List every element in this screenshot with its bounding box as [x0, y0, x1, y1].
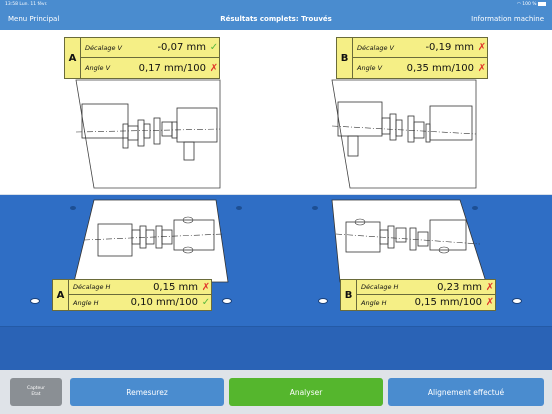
horizontal-offset-value: 0,15 mm: [153, 281, 198, 293]
vertical-angle-value: 0,17 mm/100: [138, 62, 206, 74]
cross-icon: ✗: [201, 281, 211, 293]
cross-icon: ✗: [477, 42, 487, 53]
horizontal-angle-label: Angle H: [361, 298, 387, 307]
cross-icon: ✗: [209, 62, 219, 74]
vertical-result-a: A Décalage V -0,07 mm ✓ Angle V 0,17 mm/…: [64, 37, 220, 79]
vertical-angle-row-a: Angle V 0,17 mm/100 ✗: [81, 58, 219, 78]
check-icon: ✓: [201, 297, 211, 308]
machine-info-link[interactable]: Information machine: [471, 15, 544, 23]
status-battery: ◠ 100 %: [517, 0, 546, 9]
cross-icon: ✗: [485, 281, 495, 293]
plate-hole: [30, 298, 40, 304]
horizontal-angle-row-a: Angle H 0,10 mm/100 ✓: [69, 295, 211, 310]
page-title: Résultats complets: Trouvés: [220, 15, 332, 23]
coupling-tag-b: B: [341, 280, 357, 310]
battery-icon: [538, 1, 546, 6]
nav-bar: Menu Principal Résultats complets: Trouv…: [0, 9, 552, 30]
bottom-toolbar: Capteur Etat Remesurez Analyser Aligneme…: [0, 370, 552, 414]
horizontal-drawing-a: [73, 199, 229, 283]
plate-hole: [472, 206, 478, 210]
horizontal-result-b: B Décalage H 0,23 mm ✗ Angle H 0,15 mm/1…: [340, 279, 496, 311]
sensor-status-label-1: Capteur: [27, 386, 45, 391]
cross-icon: ✗: [485, 297, 495, 308]
horizontal-offset-row-b: Décalage H 0,23 mm ✗: [357, 280, 495, 295]
wifi-icon: ◠: [516, 2, 523, 7]
horizontal-offset-label: Décalage H: [73, 283, 111, 291]
alignment-done-button[interactable]: Alignement effectué: [388, 378, 544, 406]
horizontal-drawing-b: [331, 199, 487, 283]
battery-percent: 100 %: [522, 2, 537, 7]
status-time: 13:58 Lun. 11 févr.: [5, 2, 48, 7]
plate-hole: [312, 206, 318, 210]
vertical-drawing-b: [331, 79, 477, 189]
vertical-angle-label: Angle V: [85, 64, 111, 72]
vertical-offset-row-b: Décalage V -0,19 mm ✗: [353, 38, 487, 58]
main-menu-link[interactable]: Menu Principal: [8, 15, 60, 23]
horizontal-angle-value: 0,15 mm/100: [414, 297, 482, 308]
vertical-offset-value: -0,07 mm: [157, 42, 206, 53]
vertical-angle-row-b: Angle V 0,35 mm/100 ✗: [353, 58, 487, 78]
horizontal-offset-row-a: Décalage H 0,15 mm ✗: [69, 280, 211, 295]
coupling-tag-a: A: [53, 280, 69, 310]
plate-hole: [512, 298, 522, 304]
horizontal-offset-label: Décalage H: [361, 283, 399, 291]
plate-hole: [222, 298, 232, 304]
horizontal-angle-label: Angle H: [73, 298, 99, 307]
plate-hole: [318, 298, 328, 304]
vertical-offset-value: -0,19 mm: [425, 42, 474, 53]
horizontal-angle-value: 0,10 mm/100: [130, 297, 198, 308]
sensor-status-label-2: Etat: [31, 392, 41, 397]
horizontal-result-a: A Décalage H 0,15 mm ✗ Angle H 0,10 mm/1…: [52, 279, 212, 311]
base-plate-edge: [0, 326, 552, 370]
check-icon: ✓: [209, 42, 219, 53]
coupling-tag-a: A: [65, 38, 81, 78]
plate-hole: [70, 206, 76, 210]
horizontal-offset-value: 0,23 mm: [437, 281, 482, 293]
analyze-button[interactable]: Analyser: [229, 378, 383, 406]
remeasure-button[interactable]: Remesurez: [70, 378, 224, 406]
coupling-tag-b: B: [337, 38, 353, 78]
cross-icon: ✗: [477, 62, 487, 74]
plate-hole: [236, 206, 242, 210]
vertical-result-b: B Décalage V -0,19 mm ✗ Angle V 0,35 mm/…: [336, 37, 488, 79]
vertical-offset-label: Décalage V: [357, 43, 394, 52]
status-bar: 13:58 Lun. 11 févr. ◠ 100 %: [0, 0, 552, 9]
vertical-angle-label: Angle V: [357, 64, 383, 72]
horizontal-angle-row-b: Angle H 0,15 mm/100 ✗: [357, 295, 495, 310]
vertical-angle-value: 0,35 mm/100: [406, 62, 474, 74]
sensor-status-button[interactable]: Capteur Etat: [10, 378, 62, 406]
vertical-offset-row-a: Décalage V -0,07 mm ✓: [81, 38, 219, 58]
vertical-drawing-a: [75, 79, 221, 189]
vertical-offset-label: Décalage V: [85, 43, 122, 52]
